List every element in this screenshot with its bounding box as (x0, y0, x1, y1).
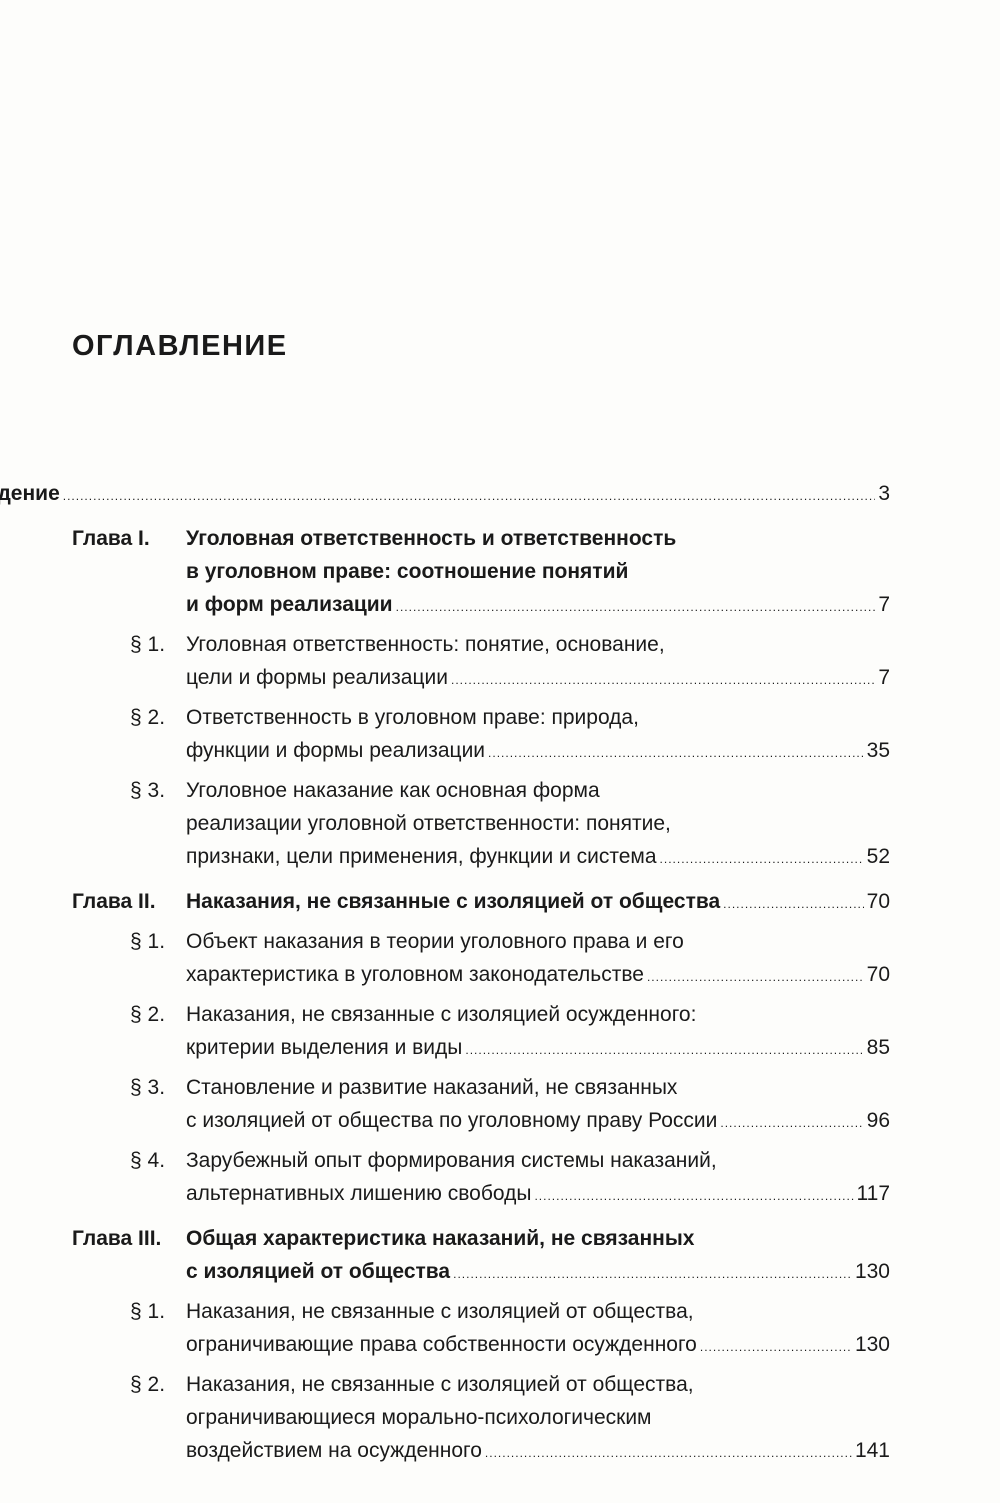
page-number: 117 (856, 1182, 890, 1205)
entry-title-line: цели и формы реализации (186, 666, 448, 689)
entry-title-line: Уголовная ответственность и ответственно… (186, 527, 677, 550)
entry-title: Наказания, не связанные с изоляцией от о… (186, 885, 890, 921)
entry-title-line: критерии выделения и виды (186, 1036, 463, 1059)
entry-title-line: альтернативных лишению свободы (186, 1182, 532, 1205)
entry-label: § 3. (130, 1076, 166, 1099)
entry-label: § 4. (130, 1149, 166, 1172)
entry-title: Наказания, не связанные с изоляцией осуж… (186, 998, 890, 1067)
entry-label: § 1. (130, 930, 166, 953)
entry-title-line: Уголовная ответственность: понятие, осно… (186, 633, 665, 656)
entry-title-line: и форм реализации (186, 593, 393, 616)
entry-title-line: реализации уголовной ответственности: по… (186, 812, 671, 835)
entry-title-line: Наказания, не связанные с изоляцией от о… (186, 1373, 694, 1396)
entry-title: Общая характеристика наказаний, не связа… (186, 1222, 890, 1291)
toc-entry-intro[interactable]: Введение 3 (0, 477, 890, 513)
entry-title-line: Зарубежный опыт формирования системы нак… (186, 1149, 717, 1172)
toc-entry-section[interactable]: § 3. Уголовное наказание как основная фор… (72, 774, 890, 876)
page-number: 130 (854, 1333, 890, 1356)
page-number: 141 (854, 1439, 890, 1462)
dot-leader (660, 843, 864, 876)
entry-title-line: ограничивающиеся морально-психологически… (186, 1406, 652, 1429)
toc-entry-section[interactable]: § 1. Наказания, не связанные с изоляцией … (72, 1295, 890, 1364)
dot-leader (63, 480, 876, 513)
entry-title-line: с изоляцией от общества (186, 1260, 451, 1283)
toc-entry-section[interactable]: § 2. Ответственность в уголовном праве: п… (72, 701, 890, 770)
toc-entry-chapter[interactable]: Глава I. Уголовная ответственность и отве… (72, 522, 890, 624)
dot-leader (485, 1437, 852, 1470)
entry-title: Введение 3 (0, 477, 890, 513)
page-number: 70 (866, 890, 890, 913)
toc-entry-section[interactable]: § 1. Объект наказания в теории уголовного… (72, 925, 890, 994)
entry-label: § 3. (130, 779, 166, 802)
table-of-contents: Введение 3 Глава I. Уголовная ответственнос… (0, 477, 890, 1470)
entry-title-line: Ответственность в уголовном праве: приро… (186, 706, 639, 729)
entry-title: Наказания, не связанные с изоляцией от о… (186, 1368, 890, 1470)
entry-title: Уголовная ответственность и ответственно… (186, 522, 890, 624)
dot-leader (488, 737, 864, 770)
entry-title-line: с изоляцией от общества по уголовному пр… (186, 1109, 718, 1132)
dot-leader (647, 961, 864, 994)
dot-leader (700, 1331, 852, 1364)
entry-label: § 1. (130, 1300, 166, 1323)
toc-entry-chapter[interactable]: Глава II. Наказания, не связанные с изоля… (72, 885, 890, 921)
dot-leader (453, 1258, 852, 1291)
toc-entry-section[interactable]: § 2. Наказания, не связанные с изоляцией … (72, 998, 890, 1067)
page-number: 130 (854, 1260, 890, 1283)
entry-title-line: Общая характеристика наказаний, не связа… (186, 1227, 695, 1250)
entry-label: § 1. (130, 633, 166, 656)
entry-title-line: Уголовное наказание как основная форма (186, 779, 600, 802)
entry-title-line: Наказания, не связанные с изоляцией от о… (186, 890, 721, 913)
page-title: ОГЛАВЛЕНИЕ (72, 330, 288, 362)
entry-title-line: Введение (0, 482, 60, 505)
dot-leader (720, 1107, 863, 1140)
entry-title-line: признаки, цели применения, функции и сис… (186, 845, 657, 868)
dot-leader (723, 888, 863, 921)
entry-label: § 2. (130, 1373, 166, 1396)
dot-leader (396, 591, 876, 624)
entry-title-line: Наказания, не связанные с изоляцией осуж… (186, 1003, 697, 1026)
page-number: 85 (866, 1036, 890, 1059)
entry-title-line: Становление и развитие наказаний, не свя… (186, 1076, 678, 1099)
entry-title: Объект наказания в теории уголовного пра… (186, 925, 890, 994)
dot-leader (465, 1034, 863, 1067)
entry-title-line: характеристика в уголовном законодательс… (186, 963, 644, 986)
entry-title: Зарубежный опыт формирования системы нак… (186, 1144, 890, 1213)
entry-title-line: Объект наказания в теории уголовного пра… (186, 930, 684, 953)
entry-label: § 2. (130, 1003, 166, 1026)
toc-entry-chapter[interactable]: Глава III. Общая характеристика наказаний… (72, 1222, 890, 1291)
toc-entry-section[interactable]: § 3. Становление и развитие наказаний, не… (72, 1071, 890, 1140)
page-number: 70 (866, 963, 890, 986)
entry-title: Уголовное наказание как основная форма ре… (186, 774, 890, 876)
entry-title-line: в уголовном праве: соотношение понятий (186, 560, 629, 583)
entry-title-line: воздействием на осужденного (186, 1439, 482, 1462)
toc-entry-section[interactable]: § 4. Зарубежный опыт формирования системы… (72, 1144, 890, 1213)
entry-label: § 2. (130, 706, 166, 729)
dot-leader (534, 1180, 853, 1213)
entry-title: Становление и развитие наказаний, не свя… (186, 1071, 890, 1140)
toc-entry-section[interactable]: § 2. Наказания, не связанные с изоляцией … (72, 1368, 890, 1470)
entry-label: Глава I. (72, 527, 150, 550)
page-number: 3 (878, 482, 890, 505)
page-number: 96 (866, 1109, 890, 1132)
entry-label: Глава II. (72, 890, 156, 913)
entry-title: Ответственность в уголовном праве: приро… (186, 701, 890, 770)
page-number: 35 (866, 739, 890, 762)
entry-title-line: ограничивающие права собственности осужд… (186, 1333, 697, 1356)
dot-leader (451, 664, 875, 697)
entry-title: Наказания, не связанные с изоляцией от о… (186, 1295, 890, 1364)
entry-title-line: Наказания, не связанные с изоляцией от о… (186, 1300, 694, 1323)
page-number: 7 (878, 666, 890, 689)
entry-title: Уголовная ответственность: понятие, осно… (186, 628, 890, 697)
page-number: 52 (866, 845, 890, 868)
toc-entry-section[interactable]: § 1. Уголовная ответственность: понятие, … (72, 628, 890, 697)
page-number: 7 (878, 593, 890, 616)
entry-title-line: функции и формы реализации (186, 739, 486, 762)
entry-label: Глава III. (72, 1227, 162, 1250)
